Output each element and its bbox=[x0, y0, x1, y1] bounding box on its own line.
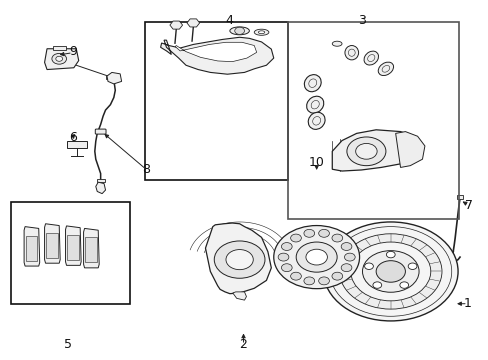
Ellipse shape bbox=[258, 31, 264, 34]
Circle shape bbox=[350, 242, 430, 301]
Circle shape bbox=[304, 229, 314, 237]
Circle shape bbox=[323, 222, 457, 321]
Circle shape bbox=[346, 137, 385, 166]
Text: 3: 3 bbox=[358, 14, 366, 27]
Circle shape bbox=[341, 264, 351, 272]
Polygon shape bbox=[232, 292, 246, 300]
Circle shape bbox=[344, 253, 354, 261]
Circle shape bbox=[225, 249, 253, 270]
Bar bbox=[11, 202, 130, 304]
Circle shape bbox=[290, 234, 301, 242]
Ellipse shape bbox=[363, 51, 378, 65]
Circle shape bbox=[355, 143, 376, 159]
Circle shape bbox=[362, 251, 418, 292]
Polygon shape bbox=[46, 233, 58, 258]
Circle shape bbox=[386, 251, 394, 258]
Polygon shape bbox=[205, 223, 271, 294]
Bar bbox=[53, 45, 65, 50]
Circle shape bbox=[234, 27, 244, 35]
Circle shape bbox=[339, 234, 441, 309]
Polygon shape bbox=[67, 235, 79, 260]
Ellipse shape bbox=[229, 27, 249, 35]
Circle shape bbox=[372, 282, 381, 288]
Bar bbox=[67, 141, 86, 148]
Circle shape bbox=[331, 272, 342, 280]
Polygon shape bbox=[85, 237, 97, 262]
FancyBboxPatch shape bbox=[95, 129, 106, 134]
Polygon shape bbox=[65, 226, 81, 265]
Polygon shape bbox=[160, 37, 273, 74]
Polygon shape bbox=[395, 132, 424, 167]
Circle shape bbox=[281, 243, 291, 251]
Circle shape bbox=[304, 277, 314, 285]
Bar bbox=[456, 195, 463, 199]
Polygon shape bbox=[107, 72, 122, 84]
Bar bbox=[97, 179, 105, 182]
Bar bbox=[288, 22, 458, 220]
Circle shape bbox=[56, 56, 62, 61]
Polygon shape bbox=[83, 228, 99, 268]
Circle shape bbox=[399, 282, 408, 288]
Polygon shape bbox=[331, 130, 417, 171]
Circle shape bbox=[375, 261, 405, 282]
Polygon shape bbox=[24, 226, 40, 266]
Text: 10: 10 bbox=[308, 156, 324, 169]
Ellipse shape bbox=[307, 112, 325, 129]
Ellipse shape bbox=[306, 96, 323, 113]
Circle shape bbox=[407, 263, 416, 270]
Circle shape bbox=[296, 242, 336, 272]
Ellipse shape bbox=[304, 75, 321, 92]
Text: 2: 2 bbox=[239, 338, 247, 351]
Polygon shape bbox=[96, 182, 105, 194]
Circle shape bbox=[341, 243, 351, 251]
Ellipse shape bbox=[378, 62, 393, 76]
Circle shape bbox=[273, 226, 359, 289]
Text: 9: 9 bbox=[69, 45, 77, 58]
Circle shape bbox=[331, 234, 342, 242]
Ellipse shape bbox=[344, 45, 358, 60]
Polygon shape bbox=[44, 224, 60, 263]
Circle shape bbox=[52, 53, 66, 64]
Circle shape bbox=[364, 263, 373, 270]
Text: 4: 4 bbox=[224, 14, 232, 27]
Circle shape bbox=[305, 249, 327, 265]
Ellipse shape bbox=[254, 29, 268, 35]
Circle shape bbox=[278, 253, 288, 261]
Polygon shape bbox=[175, 42, 256, 62]
Polygon shape bbox=[25, 235, 37, 261]
Text: 1: 1 bbox=[463, 297, 471, 310]
Circle shape bbox=[214, 241, 264, 278]
Circle shape bbox=[318, 277, 329, 285]
Text: 8: 8 bbox=[142, 163, 150, 176]
Bar bbox=[144, 22, 288, 180]
Circle shape bbox=[281, 264, 291, 272]
Text: 7: 7 bbox=[464, 199, 472, 212]
Circle shape bbox=[290, 272, 301, 280]
Text: 5: 5 bbox=[64, 338, 72, 351]
Text: 6: 6 bbox=[69, 131, 77, 144]
Bar bbox=[105, 75, 114, 79]
Ellipse shape bbox=[331, 41, 341, 46]
Polygon shape bbox=[44, 49, 79, 69]
Circle shape bbox=[318, 229, 329, 237]
